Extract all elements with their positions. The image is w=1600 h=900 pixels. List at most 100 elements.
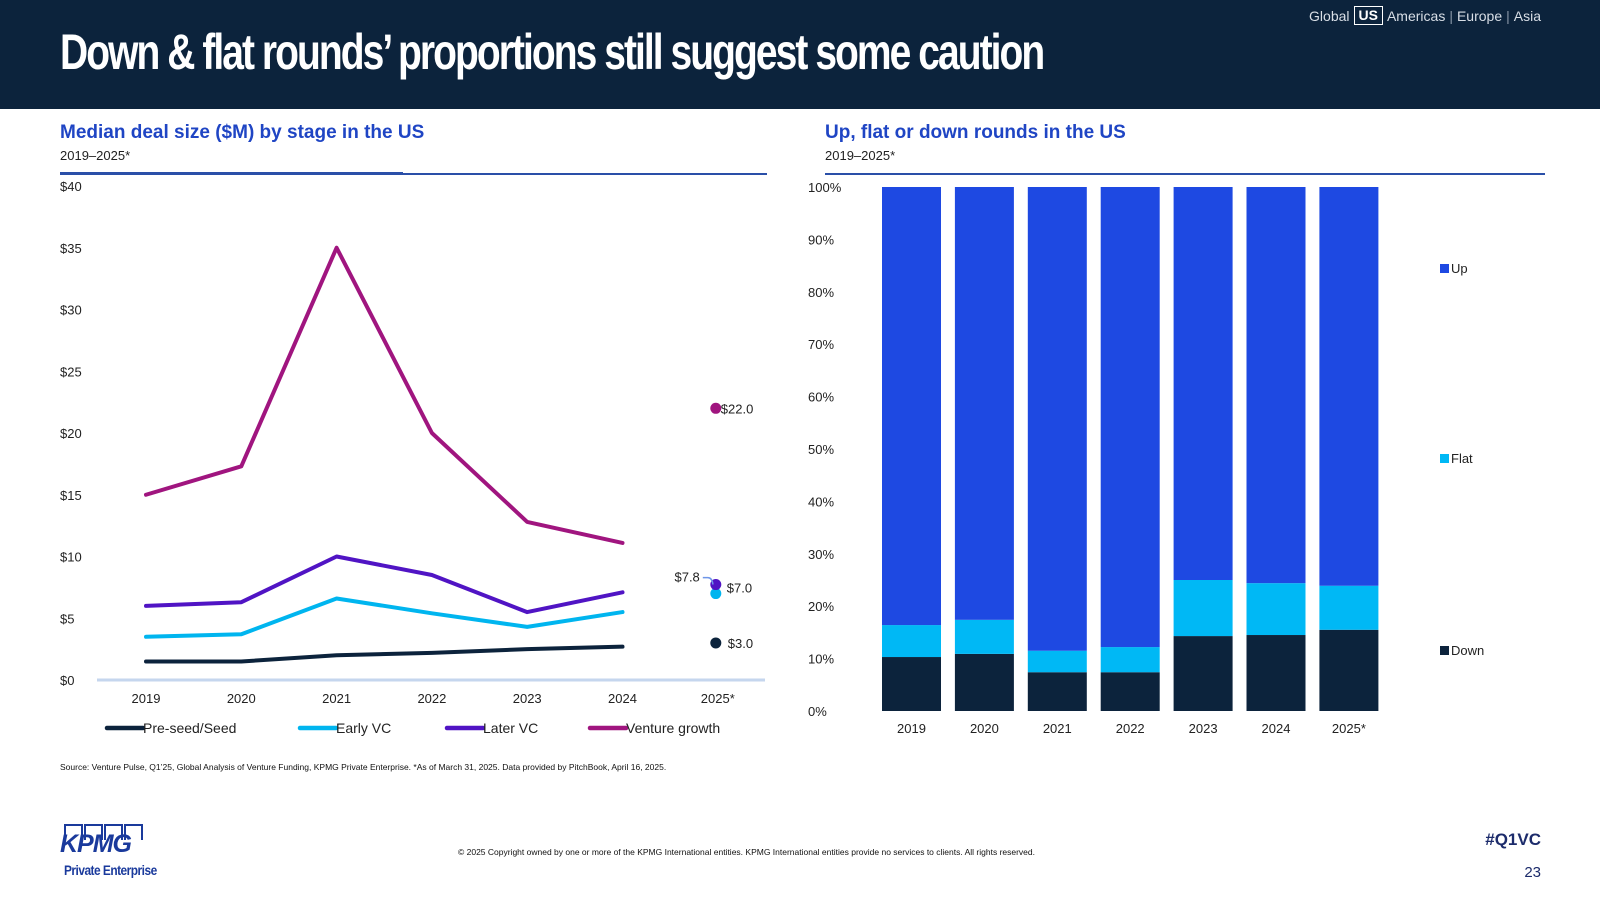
left-chart-subtitle: 2019–2025*	[60, 148, 131, 163]
data-point-2025	[710, 588, 722, 600]
x-tick-label: 2019	[132, 691, 161, 706]
leader-line	[702, 576, 714, 585]
y-tick-label: 70%	[808, 337, 834, 352]
x-tick-label: 2023	[513, 691, 542, 706]
bar-segment-up	[1100, 187, 1160, 648]
region-separator: |	[1506, 7, 1510, 24]
data-label: $22.0	[721, 401, 754, 416]
y-tick-label: $30	[60, 303, 82, 318]
series-line-later-vc	[144, 554, 625, 615]
x-tick-label: 2022	[1116, 721, 1145, 736]
kpmg-logo: KPMG Private Enterprise	[60, 822, 180, 882]
bar-segment-flat	[1027, 650, 1087, 673]
left-chart-rule	[60, 173, 767, 175]
y-tick-label: 100%	[808, 180, 842, 195]
bar-segment-flat	[1173, 580, 1233, 637]
bar-segment-up	[1173, 187, 1233, 580]
bar-segment-flat	[1319, 585, 1379, 630]
data-point-2025	[710, 402, 722, 414]
legend-swatch	[1440, 646, 1449, 655]
y-tick-label: 20%	[808, 599, 834, 614]
data-point-2025	[710, 637, 722, 649]
series-line-pre-seed-seed	[144, 644, 625, 664]
region-separator: |	[1449, 7, 1453, 24]
bar-segment-down	[1246, 635, 1306, 711]
region-nav: Global US Americas | Europe | Asia	[1309, 6, 1541, 25]
bar-segment-up	[882, 187, 941, 626]
y-tick-label: 10%	[808, 652, 834, 667]
y-tick-label: 30%	[808, 547, 834, 562]
region-europe-link[interactable]: Europe	[1456, 7, 1503, 24]
x-tick-label: 2023	[1189, 721, 1218, 736]
y-tick-label: $35	[60, 241, 82, 256]
y-tick-label: $25	[60, 364, 82, 379]
x-tick-label: 2024	[1262, 721, 1291, 736]
region-us-link[interactable]: US	[1353, 6, 1383, 25]
right-chart-rule	[825, 173, 1545, 175]
legend-label: Later VC	[483, 720, 538, 736]
kpmg-logo-boxes	[64, 824, 143, 840]
bar-segment-up	[1319, 187, 1379, 586]
bar-segment-down	[1100, 672, 1160, 711]
series-line-venture-growth	[144, 245, 625, 545]
series-line-early-vc	[144, 596, 625, 639]
y-tick-label: 90%	[808, 232, 834, 247]
slide-header: Down & flat rounds’ proportions still su…	[0, 0, 1600, 109]
x-tick-label: 2021	[1043, 721, 1072, 736]
region-asia-link[interactable]: Asia	[1513, 7, 1541, 24]
legend-label: Early VC	[336, 720, 391, 736]
bar-segment-up	[1027, 187, 1087, 651]
bar-segment-down	[1319, 629, 1379, 711]
x-tick-label: 2022	[417, 691, 446, 706]
x-tick-label: 2024	[608, 691, 637, 706]
hashtag: #Q1VC	[1485, 830, 1541, 849]
x-tick-label: 2025*	[1332, 721, 1366, 736]
bar-segment-flat	[882, 625, 941, 658]
kpmg-logo-text: KPMG	[60, 830, 132, 858]
bar-segment-flat	[1100, 647, 1160, 673]
x-tick-label: 2020	[970, 721, 999, 736]
bar-segment-flat	[954, 619, 1014, 654]
bar-segment-down	[882, 657, 941, 711]
y-tick-label: 50%	[808, 442, 834, 457]
legend-label: Up	[1451, 261, 1468, 276]
copyright-notice: © 2025 Copyright owned by one or more of…	[458, 847, 1035, 857]
legend-label: Down	[1451, 643, 1484, 658]
bar-segment-flat	[1246, 583, 1306, 636]
left-chart-rule-accent	[60, 172, 403, 175]
data-label: $7.0	[727, 581, 752, 596]
right-chart-title: Up, flat or down rounds in the US	[825, 122, 1126, 143]
bar-segment-up	[954, 187, 1014, 620]
bar-segment-down	[1027, 672, 1087, 711]
y-tick-label: $5	[60, 611, 74, 626]
legend-label: Pre-seed/Seed	[143, 720, 236, 736]
line-chart: $0 $5 $10 $15 $20 $25 $30 $35 $40 2019 2020 2021 20…	[60, 179, 765, 736]
y-tick-label: $40	[60, 179, 82, 194]
region-americas-link[interactable]: Americas	[1386, 7, 1446, 24]
bar-segment-down	[1173, 636, 1233, 711]
bar-segment-down	[954, 653, 1014, 711]
legend-swatch	[1440, 454, 1449, 463]
y-tick-label: 40%	[808, 494, 834, 509]
stacked-bar-chart: 0% 10% 20% 30% 40% 50% 60% 70% 80% 90% 100% 2019 20…	[808, 180, 1484, 736]
source-note: Source: Venture Pulse, Q1’25, Global Ana…	[60, 762, 667, 772]
region-global-link[interactable]: Global	[1309, 7, 1350, 24]
y-tick-label: 60%	[808, 390, 834, 405]
y-tick-label: 0%	[808, 704, 827, 719]
data-label: $7.8	[674, 570, 699, 585]
right-chart-subtitle: 2019–2025*	[825, 148, 896, 163]
left-chart-title: Median deal size ($M) by stage in the US	[60, 122, 425, 143]
bar-segment-up	[1246, 187, 1306, 584]
legend-label: Venture growth	[626, 720, 720, 736]
y-tick-label: $15	[60, 488, 82, 503]
kpmg-logo-subtext: Private Enterprise	[64, 862, 157, 878]
y-tick-label: $0	[60, 673, 74, 688]
y-tick-label: $20	[60, 426, 82, 441]
slide-title: Down & flat rounds’ proportions still su…	[60, 24, 1045, 80]
legend-label: Flat	[1451, 451, 1473, 466]
legend-swatch	[1440, 264, 1449, 273]
data-label: $3.0	[728, 636, 753, 651]
x-tick-label: 2025*	[701, 691, 735, 706]
x-tick-label: 2019	[897, 721, 926, 736]
page-number: 23	[1524, 864, 1541, 881]
